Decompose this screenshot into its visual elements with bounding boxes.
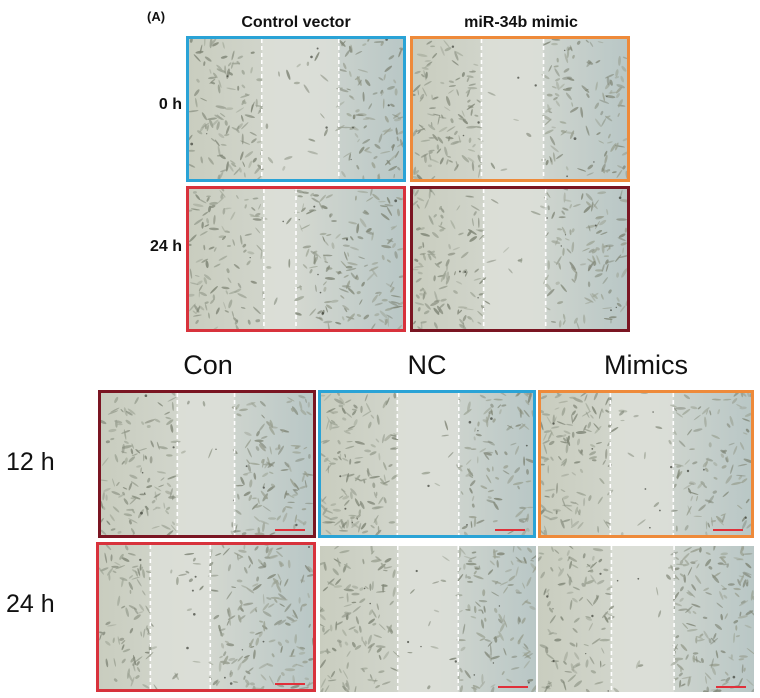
column-title-mir34b-mimic: miR-34b mimic xyxy=(464,14,578,31)
row-label-24h-b: 24 h xyxy=(6,590,55,618)
micrograph-mimic-24h xyxy=(410,186,630,332)
column-title-mimics: Mimics xyxy=(604,350,688,380)
column-title-nc: NC xyxy=(407,350,447,380)
micrograph-control-24h xyxy=(186,186,406,332)
micrograph-con-12h xyxy=(98,390,316,538)
micrograph-control-0h xyxy=(186,36,406,182)
column-title-control-vector: Control vector xyxy=(241,14,351,31)
micrograph-mimics-12h xyxy=(538,390,754,538)
column-title-con: Con xyxy=(183,350,233,380)
micrograph-mimics-24h xyxy=(538,546,754,692)
micrograph-nc-24h xyxy=(320,546,536,692)
row-label-12h: 12 h xyxy=(6,448,55,476)
micrograph-mimic-0h xyxy=(410,36,630,182)
micrograph-nc-12h xyxy=(318,390,536,538)
row-label-24h-a: 24 h xyxy=(149,238,182,255)
panel-a-label: (A) xyxy=(147,9,166,24)
row-label-0h: 0 h xyxy=(158,96,182,113)
micrograph-con-24h xyxy=(96,542,316,692)
